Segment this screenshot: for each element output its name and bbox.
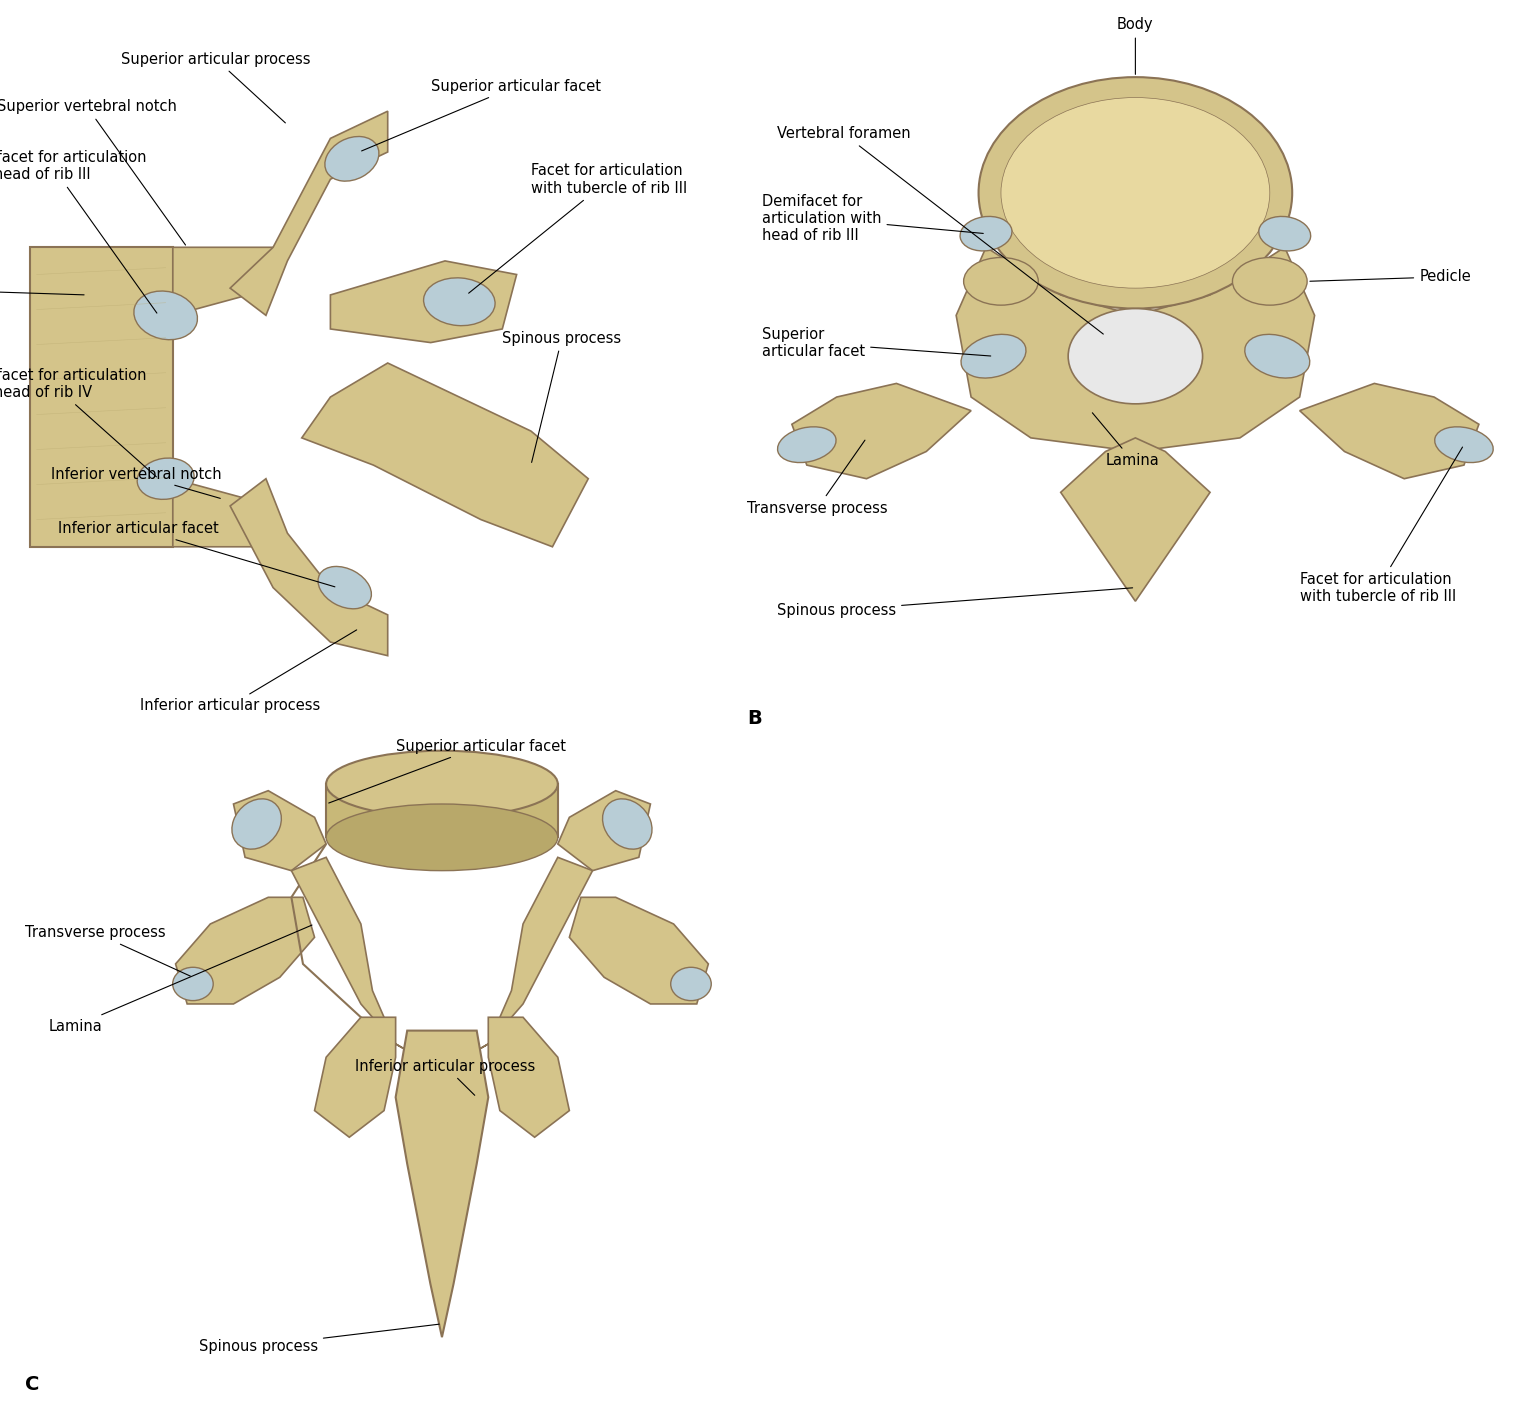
Ellipse shape — [962, 335, 1026, 379]
Text: Lamina: Lamina — [1093, 413, 1160, 468]
Ellipse shape — [777, 427, 837, 462]
Text: Lamina: Lamina — [49, 925, 312, 1034]
Ellipse shape — [1259, 217, 1311, 251]
Polygon shape — [465, 858, 593, 1058]
Ellipse shape — [671, 967, 712, 1001]
Text: Superior
articular facet: Superior articular facet — [762, 326, 991, 359]
Polygon shape — [558, 791, 651, 871]
Ellipse shape — [326, 750, 558, 817]
Text: Demifacet for articulation
with head of rib IV: Demifacet for articulation with head of … — [0, 367, 157, 476]
Polygon shape — [175, 898, 314, 1004]
Ellipse shape — [172, 967, 213, 1001]
Ellipse shape — [978, 77, 1292, 309]
Text: B: B — [747, 709, 762, 727]
Ellipse shape — [134, 291, 198, 340]
Polygon shape — [1061, 438, 1210, 601]
Polygon shape — [302, 363, 588, 547]
Ellipse shape — [963, 258, 1038, 305]
Polygon shape — [570, 898, 709, 1004]
Polygon shape — [956, 247, 1315, 451]
Ellipse shape — [319, 566, 372, 608]
Ellipse shape — [1068, 309, 1202, 404]
Text: Inferior articular facet: Inferior articular facet — [58, 522, 335, 587]
Polygon shape — [29, 247, 172, 547]
Text: Inferior articular process: Inferior articular process — [140, 630, 357, 713]
Ellipse shape — [1434, 427, 1494, 462]
Text: Superior vertebral notch: Superior vertebral notch — [0, 99, 186, 245]
Text: Superior articular facet: Superior articular facet — [361, 79, 600, 150]
Ellipse shape — [1245, 335, 1309, 379]
Text: Inferior vertebral notch: Inferior vertebral notch — [52, 467, 221, 498]
Polygon shape — [326, 784, 558, 837]
Polygon shape — [792, 383, 971, 479]
Ellipse shape — [424, 278, 495, 326]
Ellipse shape — [325, 136, 379, 182]
Text: Demifacet for articulation
with head of rib III: Demifacet for articulation with head of … — [0, 150, 157, 313]
Ellipse shape — [602, 798, 652, 849]
Ellipse shape — [1233, 258, 1308, 305]
Text: Spinous process: Spinous process — [777, 588, 1132, 618]
Ellipse shape — [960, 217, 1012, 251]
Text: Vertebral foramen: Vertebral foramen — [777, 126, 1103, 335]
Text: Superior articular facet: Superior articular facet — [329, 739, 565, 803]
Polygon shape — [230, 111, 387, 315]
Text: Demifacet for
articulation with
head of rib III: Demifacet for articulation with head of … — [762, 194, 983, 244]
Text: Pedicle: Pedicle — [1311, 269, 1471, 285]
Text: Body: Body — [1117, 17, 1154, 74]
Polygon shape — [172, 479, 273, 547]
Text: Inferior articular process: Inferior articular process — [355, 1059, 535, 1095]
Polygon shape — [1300, 383, 1478, 479]
Ellipse shape — [326, 804, 558, 871]
Polygon shape — [331, 261, 517, 343]
Text: Superior articular process: Superior articular process — [120, 51, 311, 123]
Text: Facet for articulation
with tubercle of rib III: Facet for articulation with tubercle of … — [469, 163, 687, 294]
Polygon shape — [396, 1031, 488, 1337]
Text: Body: Body — [0, 284, 84, 298]
Polygon shape — [488, 1017, 570, 1137]
Ellipse shape — [1001, 98, 1269, 288]
Text: C: C — [24, 1375, 40, 1394]
Polygon shape — [233, 791, 326, 871]
Polygon shape — [291, 858, 419, 1058]
Text: Transverse process: Transverse process — [747, 440, 887, 516]
Polygon shape — [172, 247, 273, 315]
Ellipse shape — [232, 798, 282, 849]
Text: Transverse process: Transverse process — [24, 926, 190, 976]
Polygon shape — [230, 479, 387, 655]
Text: Facet for articulation
with tubercle of rib III: Facet for articulation with tubercle of … — [1300, 447, 1463, 604]
Text: Spinous process: Spinous process — [198, 1324, 439, 1354]
Polygon shape — [314, 1017, 396, 1137]
Ellipse shape — [137, 458, 194, 499]
Text: Spinous process: Spinous process — [503, 330, 622, 462]
